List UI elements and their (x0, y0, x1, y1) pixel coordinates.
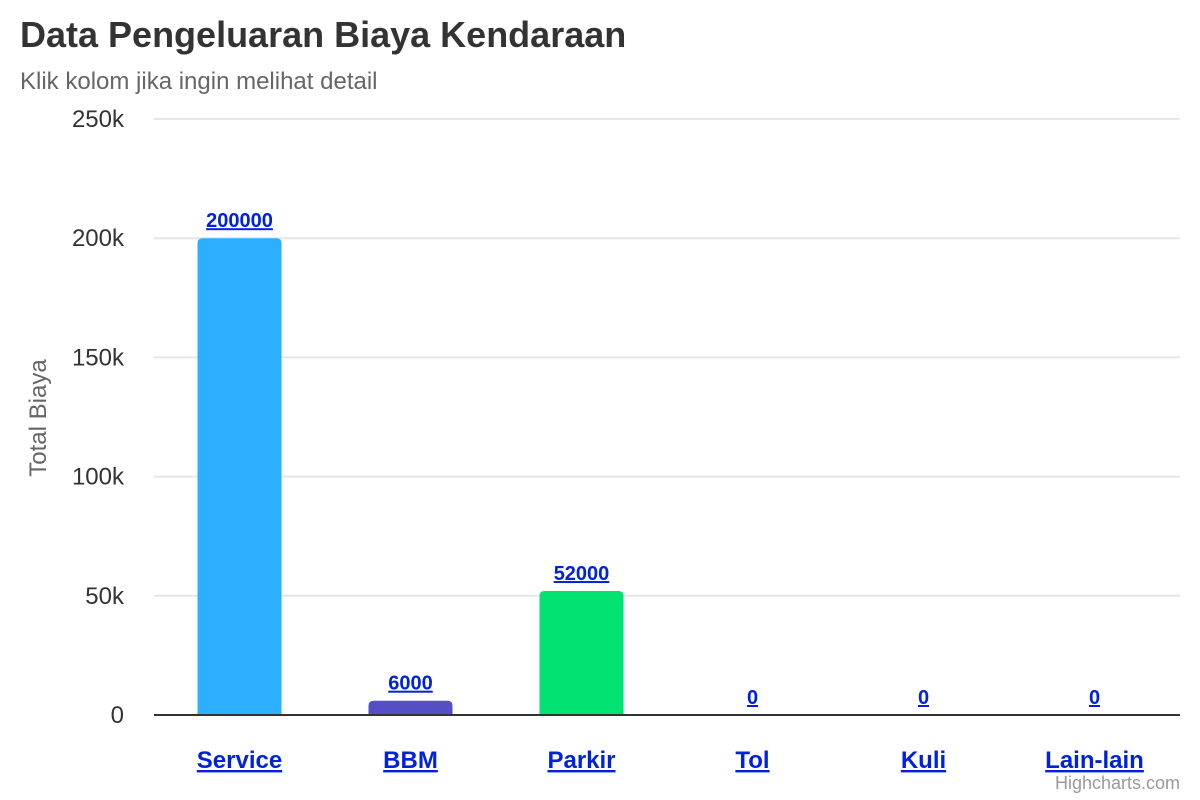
data-label-bbm[interactable]: 6000 (388, 673, 433, 695)
x-axis-categories: Service BBM Parkir Tol Kuli Lain-lain (197, 747, 1144, 774)
x-category-tol[interactable]: Tol (735, 747, 769, 774)
chart-title: Data Pengeluaran Biaya Kendaraan (20, 14, 627, 55)
y-tick-label: 0 (111, 702, 124, 729)
data-label-service[interactable]: 200000 (206, 210, 273, 232)
bars (197, 238, 624, 715)
bar-parkir[interactable] (539, 591, 624, 715)
data-label-kuli[interactable]: 0 (918, 687, 929, 709)
data-labels: 200000 6000 52000 0 0 0 (206, 210, 1100, 709)
x-category-bbm[interactable]: BBM (383, 747, 438, 774)
grid-lines (154, 118, 1180, 597)
x-category-kuli[interactable]: Kuli (901, 747, 946, 774)
y-tick-label: 50k (85, 583, 125, 610)
data-label-lain-lain[interactable]: 0 (1089, 687, 1100, 709)
x-category-lain-lain[interactable]: Lain-lain (1045, 747, 1144, 774)
y-tick-label: 150k (72, 344, 125, 371)
bar-bbm[interactable] (368, 700, 453, 715)
y-tick-label: 250k (72, 106, 125, 133)
credits-link[interactable]: Highcharts.com (1054, 773, 1180, 793)
chart-subtitle: Klik kolom jika ingin melihat detail (20, 68, 378, 95)
y-tick-label: 200k (72, 225, 125, 252)
bar-service[interactable] (197, 238, 282, 715)
data-label-tol[interactable]: 0 (747, 687, 758, 709)
x-category-service[interactable]: Service (197, 747, 282, 774)
data-label-parkir[interactable]: 52000 (554, 563, 610, 585)
y-tick-label: 100k (72, 464, 125, 491)
x-category-parkir[interactable]: Parkir (547, 747, 615, 774)
y-axis-title: Total Biaya (25, 359, 52, 477)
y-axis-ticks: 0 50k 100k 150k 200k 250k (72, 106, 125, 729)
